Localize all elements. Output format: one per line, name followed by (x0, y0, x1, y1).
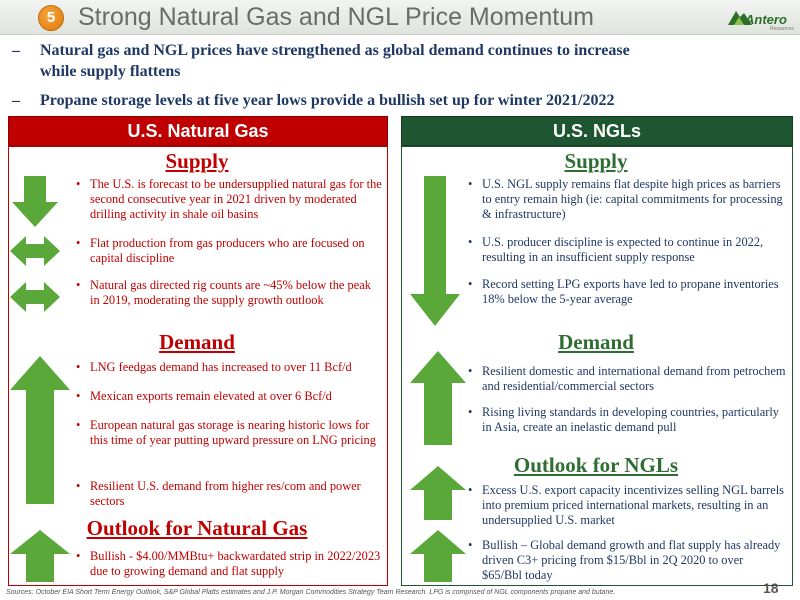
sources-footnote: Sources: October EIA Short Term Energy O… (6, 589, 616, 596)
list-item-text: U.S. producer discipline is expected to … (482, 235, 764, 264)
list-item: • Mexican exports remain elevated at over… (76, 389, 382, 404)
bullet-dash: – (12, 92, 20, 109)
bullet-dot: • (76, 479, 81, 493)
left-panel-box (8, 146, 388, 586)
header-bar (0, 0, 800, 35)
right-demand-title: Demand (558, 330, 634, 354)
list-item: • Bullish – Global demand growth and flat… (468, 538, 786, 583)
list-item: • European natural gas storage is nearing… (76, 418, 382, 448)
bullet-dot: • (76, 418, 81, 432)
list-item: • Excess U.S. export capacity incentivize… (468, 483, 786, 528)
list-item-text: LNG feedgas demand has increased to over… (90, 360, 352, 374)
bullet-dot: • (468, 538, 473, 552)
up-arrow-icon (410, 530, 466, 582)
list-item-text: Excess U.S. export capacity incentivizes… (482, 483, 784, 527)
bullet-dot: • (468, 483, 473, 497)
left-panel-header: U.S. Natural Gas (8, 116, 388, 146)
top-bullet: while supply flattens (12, 62, 792, 82)
right-outlook-title: Outlook for NGLs (513, 453, 679, 477)
bullet-dot: • (76, 278, 81, 292)
list-item: • Bullish - $4.00/MMBtu+ backwardated str… (76, 549, 382, 579)
top-bullet-text: Propane storage levels at five year lows… (40, 92, 615, 109)
bullet-dot: • (468, 177, 473, 191)
up-arrow-icon (10, 356, 70, 504)
bullet-dot: • (468, 235, 473, 249)
list-item: • Resilient U.S. demand from higher res/c… (76, 479, 382, 509)
logo-text: Antero (745, 12, 787, 27)
up-arrow-icon (410, 351, 466, 445)
bullet-dot: • (468, 364, 473, 378)
bullet-dot: • (76, 360, 81, 374)
list-item-text: The U.S. is forecast to be undersupplied… (90, 177, 382, 221)
bullet-dot: • (76, 236, 81, 250)
left-outlook-title: Outlook for Natural Gas (86, 516, 308, 540)
list-item-text: Mexican exports remain elevated at over … (90, 389, 332, 403)
list-item-text: European natural gas storage is nearing … (90, 418, 376, 447)
list-item: • The U.S. is forecast to be undersupplie… (76, 177, 382, 222)
left-demand-title: Demand (159, 330, 235, 354)
list-item: • Record setting LPG exports have led to … (468, 277, 786, 307)
section-number-badge: 5 (38, 5, 64, 31)
top-bullet-text: while supply flattens (40, 63, 181, 80)
list-item-text: Resilient domestic and international dem… (482, 364, 786, 393)
right-supply-title: Supply (564, 149, 628, 173)
list-item-text: Rising living standards in developing co… (482, 405, 779, 434)
list-item-text: Flat production from gas producers who a… (90, 236, 365, 265)
top-bullet: – Propane storage levels at five year lo… (12, 91, 792, 111)
logo-subtext: Resources (770, 26, 794, 32)
page-title: Strong Natural Gas and NGL Price Momentu… (78, 3, 594, 31)
bullet-dot: • (76, 549, 81, 563)
list-item: • U.S. NGL supply remains flat despite hi… (468, 177, 786, 222)
list-item: • U.S. producer discipline is expected to… (468, 235, 786, 265)
left-right-arrow-icon (10, 282, 60, 312)
list-item-text: Bullish - $4.00/MMBtu+ backwardated stri… (90, 549, 381, 578)
list-item-text: Resilient U.S. demand from higher res/co… (90, 479, 361, 508)
left-right-arrow-icon (10, 236, 60, 266)
right-panel-box (401, 146, 793, 586)
page-number: 18 (763, 580, 779, 596)
bullet-dot: • (76, 177, 81, 191)
top-bullet-text: Natural gas and NGL prices have strength… (40, 42, 630, 59)
down-arrow-icon (410, 176, 460, 326)
list-item-text: Record setting LPG exports have led to p… (482, 277, 779, 306)
list-item: • Rising living standards in developing c… (468, 405, 786, 435)
up-arrow-icon (10, 530, 70, 582)
bullet-dot: • (76, 389, 81, 403)
list-item-text: U.S. NGL supply remains flat despite hig… (482, 177, 783, 221)
bullet-dot: • (468, 277, 473, 291)
top-bullet: – Natural gas and NGL prices have streng… (12, 41, 792, 61)
list-item-text: Natural gas directed rig counts are ~45%… (90, 278, 371, 307)
left-supply-title: Supply (165, 149, 229, 173)
list-item: • Natural gas directed rig counts are ~45… (76, 278, 382, 308)
list-item: • Resilient domestic and international de… (468, 364, 786, 394)
right-panel-header: U.S. NGLs (401, 116, 793, 146)
down-arrow-icon (12, 176, 58, 227)
list-item: • LNG feedgas demand has increased to ove… (76, 360, 382, 375)
bullet-dot: • (468, 405, 473, 419)
antero-logo-icon (728, 11, 752, 25)
up-arrow-icon (410, 466, 466, 520)
list-item: • Flat production from gas producers who … (76, 236, 382, 266)
list-item-text: Bullish – Global demand growth and flat … (482, 538, 781, 582)
bullet-dash: – (12, 42, 20, 59)
